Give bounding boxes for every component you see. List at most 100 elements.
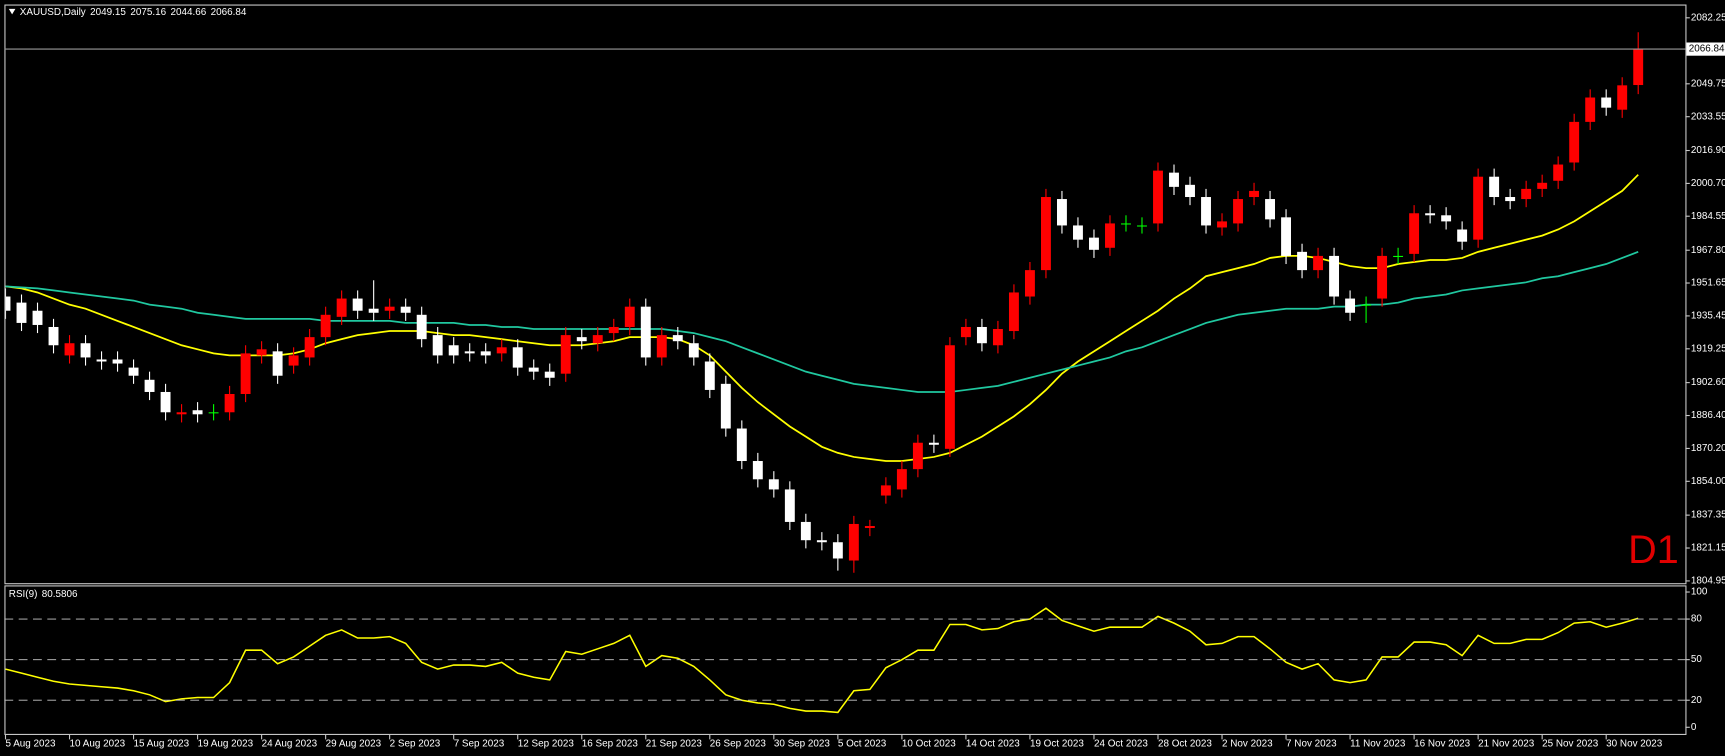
x-tick-label: 2 Nov 2023: [1222, 738, 1273, 749]
current-price-box: [1686, 42, 1725, 56]
candle-body: [1585, 97, 1596, 122]
candle-body: [160, 391, 171, 413]
candle-body: [976, 326, 987, 344]
x-tick-label: 7 Sep 2023: [454, 738, 505, 749]
candle-body: [736, 428, 747, 462]
y-tick-label: 1902.60: [1691, 377, 1725, 388]
candle-body: [544, 371, 555, 378]
candle-body: [176, 412, 187, 415]
candle-body: [1024, 270, 1035, 297]
candle-body: [640, 306, 651, 358]
candle-body: [480, 351, 491, 356]
candle-body: [96, 359, 107, 362]
y-tick-label: 2016.90: [1691, 145, 1725, 156]
candle-body: [1169, 172, 1179, 187]
candle-body: [880, 485, 891, 496]
candle-body: [448, 345, 459, 356]
header-high: 2075.16: [130, 7, 166, 18]
rsi-label: RSI(9): [9, 589, 38, 600]
candle-body: [992, 329, 1003, 346]
rsi-tick-label: 50: [1691, 654, 1703, 665]
candle-body: [32, 310, 43, 325]
candle-body: [304, 337, 315, 358]
candle-body: [832, 542, 843, 559]
candle-body: [688, 343, 699, 358]
x-tick-label: 19 Aug 2023: [198, 738, 254, 749]
candle-body: [1345, 298, 1356, 313]
candle-body: [432, 335, 443, 356]
candle-body: [208, 412, 219, 414]
candle-body: [1537, 182, 1548, 189]
y-tick-label: 2049.75: [1691, 78, 1725, 89]
y-tick-label: 2000.70: [1691, 178, 1725, 189]
candle-body: [1457, 229, 1468, 242]
y-tick-label: 1951.65: [1691, 278, 1725, 289]
candle-body: [224, 393, 235, 413]
candle-body: [1361, 304, 1372, 306]
candle-body: [784, 489, 795, 522]
candle-body: [320, 314, 331, 338]
rsi-tick-label: 80: [1691, 614, 1703, 625]
candle-body: [336, 298, 347, 317]
candle-body: [5, 296, 11, 311]
y-tick-label: 1935.45: [1691, 311, 1725, 322]
candle-body: [272, 351, 283, 376]
candle-body: [944, 345, 955, 449]
candle-body: [256, 349, 267, 356]
candle-body: [144, 379, 155, 392]
x-tick-label: 21 Sep 2023: [646, 738, 703, 749]
x-tick-label: 16 Sep 2023: [582, 738, 639, 749]
timeframe-label: D1: [1628, 528, 1679, 572]
candle-body: [112, 359, 123, 364]
candle-body: [1185, 184, 1195, 198]
candle-body: [592, 335, 603, 344]
candle-body: [720, 383, 731, 429]
menu-arrow[interactable]: [8, 8, 16, 15]
candle-body: [896, 469, 907, 490]
candle-body: [1521, 188, 1532, 200]
candle-body: [912, 442, 923, 470]
x-tick-label: 10 Aug 2023: [70, 738, 126, 749]
rsi-plot: [5, 607, 1639, 714]
candle-body: [1377, 255, 1388, 299]
candle-body: [816, 540, 827, 543]
candle-body: [1601, 97, 1612, 108]
candle-body: [528, 367, 539, 372]
rsi-tick-label: 0: [1691, 722, 1697, 733]
candle-body: [1617, 85, 1628, 110]
candle-body: [464, 351, 475, 354]
candle-body: [80, 343, 91, 358]
candle-body: [800, 521, 811, 541]
y-tick-label: 1821.15: [1691, 543, 1725, 554]
x-tick-label: 30 Nov 2023: [1606, 738, 1663, 749]
candle-body: [240, 353, 251, 394]
candle-body: [848, 523, 859, 561]
candle-body: [1569, 121, 1580, 163]
x-tick-label: 14 Oct 2023: [966, 738, 1020, 749]
candle-body: [1489, 176, 1500, 198]
header-open: 2049.15: [90, 7, 126, 18]
candle-body: [368, 308, 379, 313]
candle-body: [1201, 197, 1211, 226]
candle-body: [1441, 215, 1452, 222]
x-tick-label: 10 Oct 2023: [902, 738, 956, 749]
candle-body: [1057, 199, 1067, 226]
x-tick-label: 21 Nov 2023: [1478, 738, 1535, 749]
price-plot: [5, 32, 1644, 573]
candle-body: [1073, 225, 1083, 240]
x-tick-label: 25 Nov 2023: [1542, 738, 1599, 749]
candle-body: [1249, 190, 1259, 198]
candle-body: [352, 298, 363, 311]
candle-body: [672, 335, 683, 342]
y-tick-label: 1919.25: [1691, 343, 1725, 354]
candle-body: [1313, 255, 1324, 271]
rsi-value: 80.5806: [42, 589, 78, 600]
candle-body: [1233, 199, 1243, 224]
y-tick-label: 1804.95: [1691, 576, 1725, 587]
candle-body: [960, 326, 971, 338]
candle-body: [48, 326, 59, 346]
candle-body: [128, 367, 139, 376]
chart-header: XAUUSD,Daily 2049.15 2075.16 2044.66 2066.84: [20, 7, 247, 18]
candle-body: [1409, 213, 1420, 254]
